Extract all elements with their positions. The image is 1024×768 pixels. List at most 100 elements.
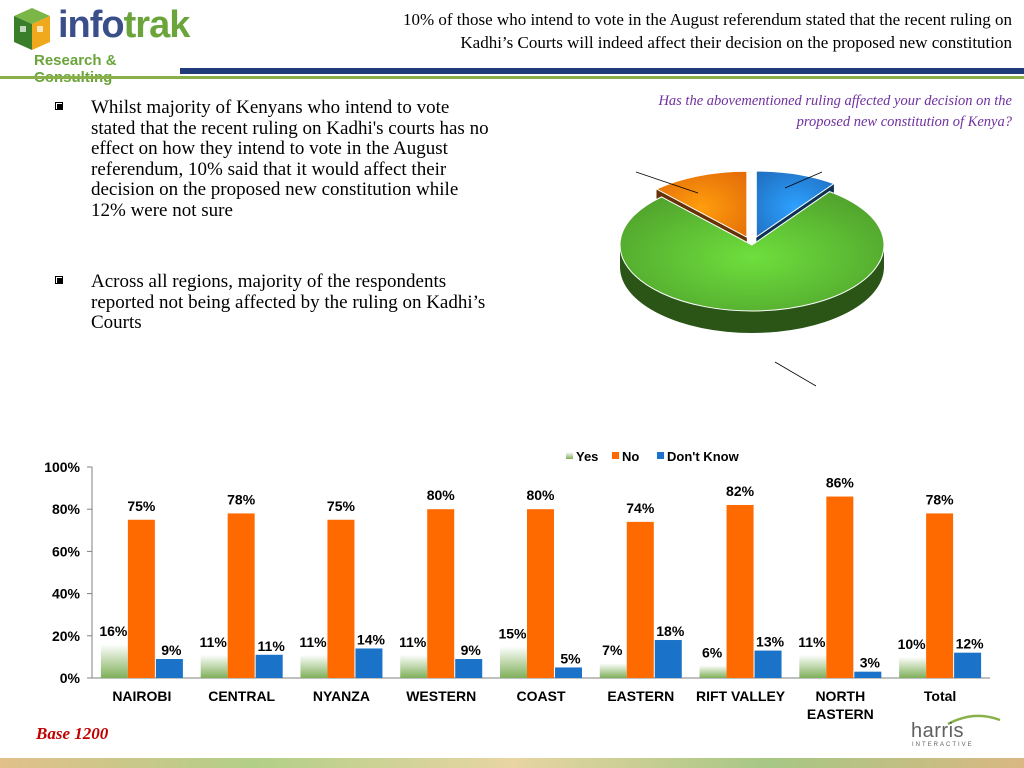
bullet-text-2: Across all regions, majority of the resp… — [91, 271, 486, 333]
slide-title-line2: Kadhi’s Courts will indeed affect their … — [460, 33, 1012, 52]
data-label: 9% — [161, 642, 182, 658]
leader-line — [635, 171, 699, 194]
bar-no — [826, 496, 854, 678]
x-tick-label: EASTERN — [807, 706, 874, 722]
data-label: 80% — [427, 487, 456, 503]
y-tick-label: 20% — [52, 628, 81, 644]
bar-don-t-know — [754, 650, 782, 678]
legend-swatch-no — [612, 452, 619, 459]
data-label: 18% — [656, 623, 685, 639]
harris-subtitle: INTERACTIVE — [912, 742, 974, 748]
data-label: 14% — [357, 631, 386, 647]
x-tick-label: COAST — [517, 688, 566, 704]
x-tick-label: Total — [924, 688, 956, 704]
x-tick-label: EASTERN — [607, 688, 674, 704]
pie-question-line1: Has the abovementioned ruling affected y… — [658, 93, 1012, 109]
pie-chart — [619, 170, 885, 387]
pie-question-line2: proposed new constitution of Kenya? — [796, 114, 1012, 130]
footer-strip — [0, 758, 1024, 768]
data-label: 11% — [200, 634, 228, 650]
leader-line — [774, 361, 817, 387]
x-tick-label: NORTH — [815, 688, 865, 704]
data-label: 7% — [602, 642, 623, 658]
bar-don-t-know — [555, 667, 582, 678]
bar-no — [427, 509, 455, 678]
bar-no — [726, 504, 754, 678]
bar-yes — [300, 654, 328, 678]
header-rule-accent — [0, 76, 1024, 79]
data-label: 6% — [702, 644, 723, 660]
logo-subtitle: Research & Consulting — [34, 52, 117, 86]
data-label: 11% — [798, 634, 826, 650]
bar-don-t-know — [854, 671, 882, 678]
x-tick-label: NAIROBI — [112, 688, 171, 704]
data-label: 11% — [399, 634, 427, 650]
bar-yes — [899, 656, 927, 678]
bar-don-t-know — [455, 659, 483, 678]
bar-yes — [500, 646, 527, 678]
logo-cube-icon — [14, 8, 50, 50]
y-tick-label: 0% — [60, 670, 81, 686]
data-label: 82% — [726, 483, 755, 499]
bar-don-t-know — [355, 648, 383, 678]
bar-no — [327, 519, 355, 678]
data-label: 9% — [461, 642, 482, 658]
data-label: 12% — [956, 636, 985, 652]
legend-label: Yes — [576, 449, 598, 464]
bar-don-t-know — [654, 640, 682, 678]
pie-slice-not-sure — [655, 170, 748, 239]
x-tick-label: RIFT VALLEY — [696, 688, 786, 704]
data-label: 11% — [258, 638, 286, 654]
y-tick-label: 40% — [52, 586, 81, 602]
base-note: Base 1200 — [36, 724, 109, 743]
data-label: 78% — [926, 491, 955, 507]
legend-label: No — [622, 449, 639, 464]
data-label: 10% — [898, 636, 927, 652]
bar-don-t-know — [155, 659, 183, 678]
bar-chart: 0% 20% 40% 60% 80% 100% Yes No Don't Know 16% 75% 9… — [44, 449, 990, 722]
bullet-text-1: Whilst majority of Kenyans who intend to… — [91, 97, 489, 221]
bar-yes — [100, 644, 128, 678]
data-label: 5% — [560, 650, 581, 666]
bar-no — [626, 521, 654, 678]
bar-yes — [400, 654, 428, 678]
data-label: 3% — [860, 655, 881, 671]
pie-slice-side — [620, 245, 884, 333]
bar-yes — [200, 654, 228, 678]
bar-yes — [799, 654, 827, 678]
slide-title-line1: 10% of those who intend to vote in the A… — [402, 10, 1012, 29]
data-label: 11% — [299, 634, 327, 650]
x-tick-label: CENTRAL — [208, 688, 275, 704]
bar-no — [127, 519, 155, 678]
square-bullet-icon — [55, 102, 63, 110]
y-tick-label: 80% — [52, 501, 81, 517]
infotrak-logo: infotrak Research & Consulting — [4, 2, 190, 86]
data-label: 13% — [756, 634, 785, 650]
bar-yes — [599, 663, 627, 678]
harris-wordmark: harris — [911, 720, 965, 742]
logo-wordmark: infotrak — [58, 4, 190, 46]
bar-no — [527, 509, 554, 678]
bar-don-t-know — [954, 652, 982, 678]
square-bullet-icon — [55, 276, 63, 284]
data-label: 86% — [826, 475, 855, 491]
x-tick-label: WESTERN — [406, 688, 476, 704]
data-label: 75% — [327, 498, 356, 514]
data-label: 74% — [626, 500, 655, 516]
pie-question: Has the abovementioned ruling affected y… — [572, 91, 1012, 133]
harris-logo: harris INTERACTIVE — [906, 712, 1002, 752]
data-label: 75% — [127, 498, 156, 514]
data-label: 80% — [526, 487, 555, 503]
legend-swatch-don-t-know — [657, 452, 664, 459]
pie-slice-yes — [755, 170, 835, 238]
y-tick-label: 100% — [44, 459, 80, 475]
legend-swatch-yes — [566, 452, 573, 459]
pie-slice-no — [619, 191, 885, 312]
data-label: 15% — [498, 625, 527, 641]
header-rule — [180, 68, 1024, 74]
leader-line — [784, 171, 823, 189]
legend-label: Don't Know — [667, 449, 740, 464]
bar-don-t-know — [255, 654, 283, 678]
data-label: 78% — [227, 491, 256, 507]
bar-yes — [699, 665, 727, 678]
